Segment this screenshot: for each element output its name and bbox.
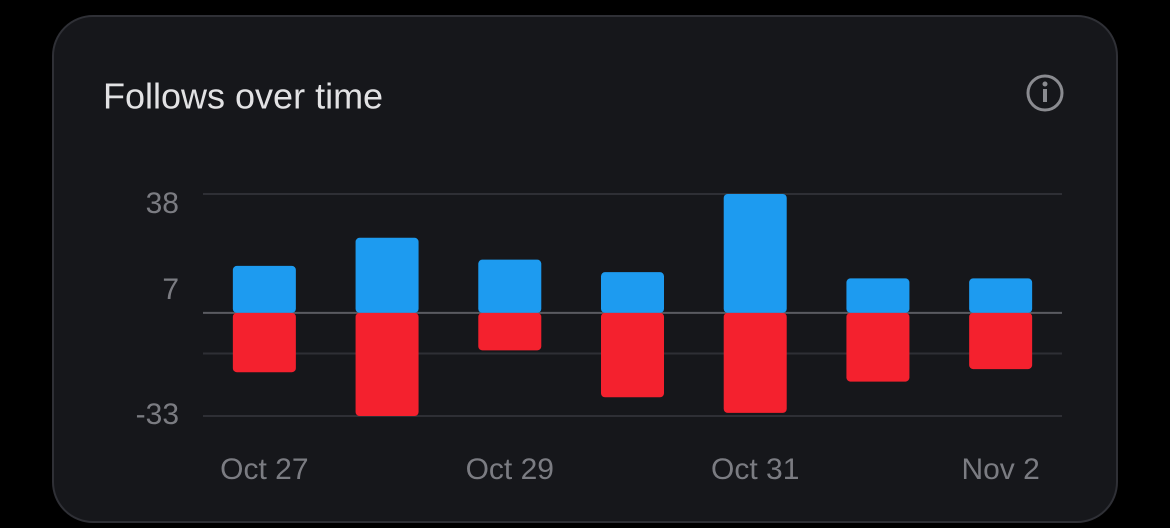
x-tick-label: Oct 31 [711, 453, 799, 486]
y-tick-label: 7 [162, 273, 179, 306]
info-icon[interactable] [1026, 74, 1064, 112]
bar [846, 312, 910, 382]
bar [723, 312, 787, 413]
y-tick-label: -33 [136, 398, 179, 431]
x-tick-label: Oct 29 [466, 453, 554, 486]
card [52, 15, 1118, 523]
bar [232, 265, 296, 313]
bar [846, 278, 910, 313]
bar [969, 278, 1033, 313]
chart-title: Follows over time [103, 76, 383, 117]
x-tick-label: Oct 27 [220, 453, 308, 486]
bar [969, 312, 1033, 370]
y-tick-label: 38 [146, 187, 179, 220]
bar [232, 312, 296, 373]
bar [478, 259, 542, 313]
plot: 38 7 -33 Oct 27 Oct 29 Oct 31 Nov 2 [136, 187, 1062, 486]
info-circle [1026, 74, 1064, 112]
info-stem [1043, 89, 1047, 102]
bar [355, 237, 419, 313]
bar [478, 312, 542, 351]
x-tick-label: Nov 2 [961, 453, 1039, 486]
bar [355, 312, 419, 416]
bar [723, 194, 787, 313]
bar [601, 312, 664, 398]
info-dot [1042, 81, 1048, 87]
bar [601, 272, 664, 313]
